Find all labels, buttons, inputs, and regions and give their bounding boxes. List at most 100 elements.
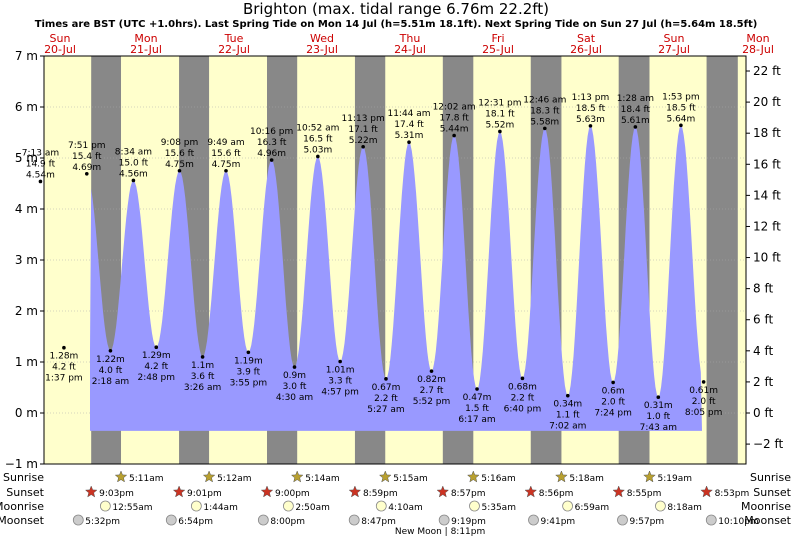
moonrise-time: 1:44am	[203, 503, 238, 513]
tide-time-label: 10:52 am	[296, 123, 339, 133]
tide-time-label: 9:08 pm	[161, 138, 199, 148]
day-date-label: 24-Jul	[394, 43, 426, 56]
day-date-label: 26-Jul	[570, 43, 602, 56]
y-right-tick-label: 18 ft	[753, 126, 781, 140]
moonrise-time: 6:59am	[575, 503, 610, 513]
y-right-tick-label: 6 ft	[753, 313, 773, 327]
high-tide-point	[224, 168, 228, 173]
day-date-label: 27-Jul	[658, 43, 690, 56]
tide-time-label: 7:24 pm	[594, 408, 632, 418]
sunrise-time: 5:18am	[569, 474, 604, 484]
high-tide-point	[407, 140, 411, 144]
row-label-right: Sunset	[753, 486, 791, 499]
tide-m-label: 5.52m	[485, 120, 514, 130]
tide-ft-label: 16.5 ft	[303, 134, 333, 144]
sunset-icon	[172, 485, 186, 498]
low-tide-point	[108, 348, 113, 353]
tide-ft-label: 18.3 ft	[530, 106, 560, 116]
low-tide-point	[246, 350, 251, 355]
axes: −1 m 0 m 1 m 2 m 3 m 4 m 5 m 6 m 7 m −2 ft 0 ft 2 f…	[5, 32, 784, 471]
tide-time-label: 6:40 pm	[504, 404, 542, 414]
tide-ft-label: 4.2 ft	[144, 362, 168, 372]
moonrise-icon	[99, 500, 111, 512]
tide-m-label: 0.31m	[644, 401, 673, 411]
moonrise-time: 4:10am	[388, 503, 423, 513]
tide-time-label: 5:52 pm	[413, 397, 451, 407]
y-right-tick-label: 22 ft	[753, 64, 781, 78]
row-label-right: Moonrise	[741, 500, 791, 513]
moonset-time: 6:54pm	[178, 517, 213, 527]
tide-time-label: 11:13 pm	[341, 114, 384, 124]
tide-ft-label: 3.3 ft	[328, 376, 352, 386]
moonset-time: 8:47pm	[361, 517, 396, 527]
day-date-label: 23-Jul	[306, 43, 338, 56]
tide-time-label: 4:30 am	[276, 393, 313, 403]
tide-ft-label: 3.9 ft	[237, 367, 261, 377]
moonrise-icon	[655, 500, 666, 512]
tide-m-label: 5.03m	[303, 145, 332, 155]
tide-ft-label: 2.2 ft	[511, 393, 535, 403]
tide-ft-label: 17.4 ft	[394, 120, 424, 130]
tide-time-label: 7:43 am	[640, 423, 677, 433]
moonset-icon	[617, 514, 628, 526]
tide-m-label: 0.9m	[283, 371, 306, 381]
sunrise-icon	[114, 470, 128, 483]
tide-m-label: 0.6m	[602, 386, 625, 396]
sunset-time: 8:56pm	[539, 489, 574, 499]
tide-m-label: 4.75m	[165, 160, 194, 170]
tide-ft-label: 2.2 ft	[374, 394, 398, 404]
day-name-label: Thu	[399, 32, 421, 45]
low-tide-point	[200, 355, 205, 359]
chart-title: Brighton (max. tidal range 6.76m 22.2ft)	[243, 0, 549, 18]
y-right-tick-label: 0 ft	[753, 406, 773, 420]
sunset-time: 9:01pm	[187, 489, 222, 499]
sunset-icon	[348, 485, 362, 498]
moonset-icon	[705, 514, 717, 526]
low-tide-point	[384, 377, 388, 381]
moonrise-time: 5:35am	[481, 503, 516, 513]
tide-time-label: 8:05 pm	[685, 408, 723, 418]
moonrise-icon	[469, 500, 480, 512]
tide-time-label: 2:18 am	[92, 377, 129, 387]
low-tide-point	[701, 380, 706, 384]
high-tide-point	[131, 178, 136, 183]
sunrise-time: 5:14am	[305, 474, 340, 484]
day-name-label: Fri	[491, 32, 504, 45]
tide-m-label: 1.1m	[191, 361, 214, 371]
tide-m-label: 4.96m	[257, 149, 286, 159]
low-tide-point	[656, 395, 661, 399]
tide-ft-label: 18.4 ft	[621, 105, 651, 115]
tide-ft-label: 15.6 ft	[165, 149, 195, 159]
moonset-time: 10:10pm	[718, 517, 758, 527]
moonset-icon	[165, 514, 177, 526]
tide-ft-label: 17.8 ft	[439, 114, 469, 124]
moonset-icon	[528, 514, 539, 526]
day-name-label: Sun	[50, 32, 71, 45]
tide-m-label: 5.63m	[576, 115, 605, 125]
day-date-label: 21-Jul	[130, 43, 162, 56]
y-left-tick-label: 4 m	[15, 202, 38, 216]
low-tide-point	[520, 376, 525, 381]
y-right-tick-label: 2 ft	[753, 375, 773, 389]
sunset-time: 8:57pm	[451, 489, 486, 499]
tide-m-label: 5.58m	[530, 117, 559, 127]
tide-ft-label: 18.1 ft	[485, 109, 515, 119]
low-tide-point	[292, 365, 297, 369]
tide-ft-label: 17.1 ft	[348, 125, 378, 135]
y-left-tick-label: 6 m	[15, 100, 38, 114]
tide-time-label: 12:46 am	[523, 95, 566, 105]
tide-ft-label: 1.5 ft	[465, 404, 489, 414]
y-right-tick-label: 20 ft	[753, 95, 781, 109]
high-tide-point	[177, 168, 182, 173]
moonrise-time: 8:18am	[667, 503, 702, 513]
sunrise-icon	[555, 470, 568, 483]
high-tide-point	[269, 158, 274, 162]
moonset-icon	[348, 514, 360, 526]
day-name-label: Wed	[310, 32, 334, 45]
day-name-label: Tue	[224, 32, 244, 45]
high-tide-point	[633, 125, 638, 129]
tide-time-label: 10:16 pm	[250, 127, 293, 137]
sunset-icon	[612, 485, 626, 498]
row-label-left: Sunrise	[3, 471, 44, 484]
